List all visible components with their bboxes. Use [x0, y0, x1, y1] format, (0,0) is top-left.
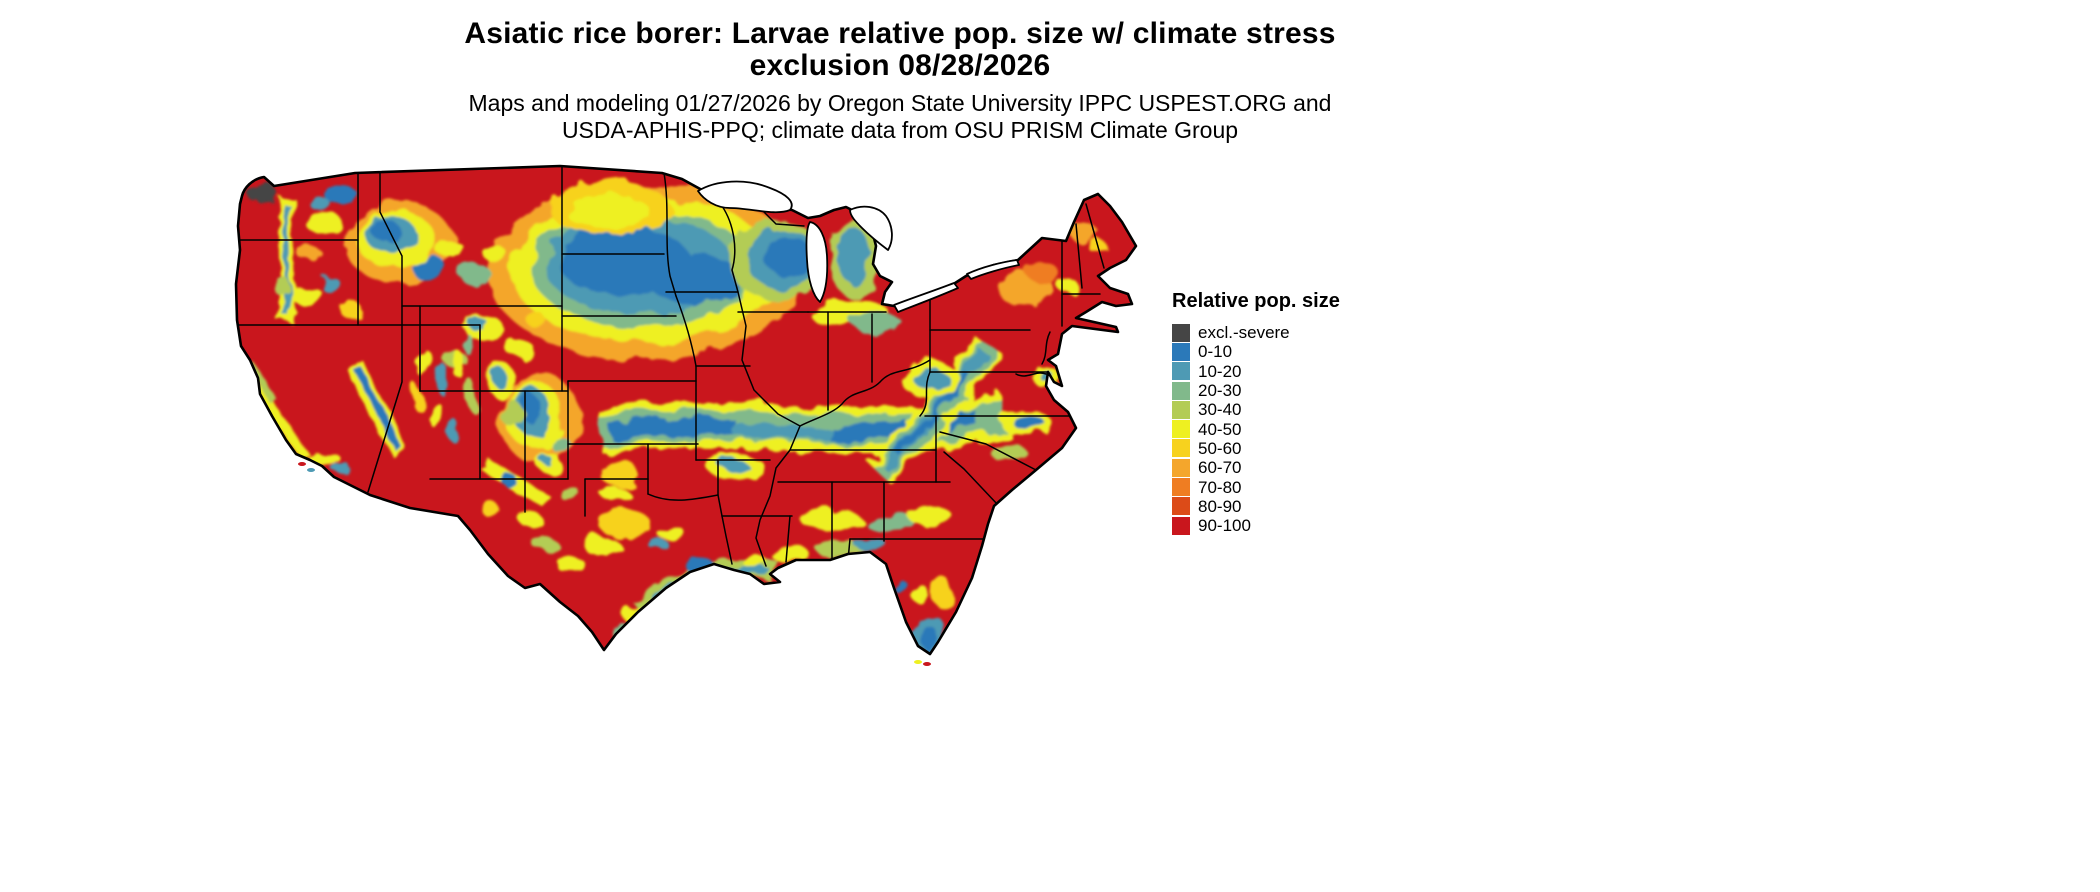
legend-swatch-10-20	[1172, 362, 1190, 381]
legend-label: excl.-severe	[1198, 323, 1290, 343]
legend-item: 10-20	[1172, 362, 1402, 381]
great-lakes	[697, 180, 1020, 313]
legend-swatch-80-90	[1172, 497, 1190, 516]
legend-swatch-excl-severe	[1172, 323, 1190, 342]
page-title: Asiatic rice borer: Larvae relative pop.…	[200, 18, 1600, 82]
legend-swatch-50-60	[1172, 439, 1190, 458]
legend-label: 60-70	[1198, 458, 1242, 478]
legend-label: 80-90	[1198, 496, 1242, 516]
legend-label: 30-40	[1198, 400, 1242, 420]
raster-layer	[236, 166, 1136, 654]
legend-label: 20-30	[1198, 381, 1242, 401]
legend-swatch-70-80	[1172, 478, 1190, 497]
legend-label: 90-100	[1198, 516, 1251, 536]
lake-ontario	[966, 259, 1020, 280]
legend-swatch-0-10	[1172, 342, 1190, 361]
state-borders	[236, 166, 1105, 567]
lake-superior	[697, 180, 793, 214]
legend: Relative pop. size excl.-severe 0-10 10-…	[1172, 290, 1402, 535]
us-map	[230, 164, 1140, 666]
islands	[298, 462, 931, 666]
subtitle-line-2: USDA-APHIS-PPQ; climate data from OSU PR…	[561, 117, 1239, 143]
legend-item: 20-30	[1172, 381, 1402, 400]
legend-item: 0-10	[1172, 342, 1402, 361]
page-subtitle: Maps and modeling 01/27/2026 by Oregon S…	[200, 90, 1600, 144]
legend-item: 70-80	[1172, 477, 1402, 497]
subtitle-line-1: Maps and modeling 01/27/2026 by Oregon S…	[468, 90, 1332, 116]
us-outline	[234, 164, 1138, 656]
legend-swatch-40-50	[1172, 420, 1190, 439]
legend-swatch-30-40	[1172, 400, 1190, 419]
lake-erie	[893, 282, 959, 313]
legend-swatch-90-100	[1172, 516, 1190, 535]
legend-item: 60-70	[1172, 458, 1402, 477]
legend-label: 10-20	[1198, 361, 1242, 381]
title-line-2: exclusion 08/28/2026	[749, 49, 1051, 82]
legend-item: 80-90	[1172, 497, 1402, 516]
legend-item: 30-40	[1172, 400, 1402, 419]
lake-michigan	[805, 221, 829, 303]
legend-label: 70-80	[1198, 477, 1242, 497]
legend-swatch-20-30	[1172, 381, 1190, 400]
legend-title: Relative pop. size	[1172, 290, 1340, 312]
legend-item: 40-50	[1172, 419, 1402, 439]
legend-item: 50-60	[1172, 439, 1402, 458]
lake-huron	[849, 205, 893, 251]
legend-label: 0-10	[1198, 342, 1233, 362]
legend-swatch-60-70	[1172, 458, 1190, 477]
legend-item: 90-100	[1172, 516, 1402, 535]
title-line-1: Asiatic rice borer: Larvae relative pop.…	[464, 17, 1336, 50]
legend-item: excl.-severe	[1172, 323, 1402, 342]
legend-label: 50-60	[1198, 438, 1242, 458]
legend-label: 40-50	[1198, 419, 1242, 439]
